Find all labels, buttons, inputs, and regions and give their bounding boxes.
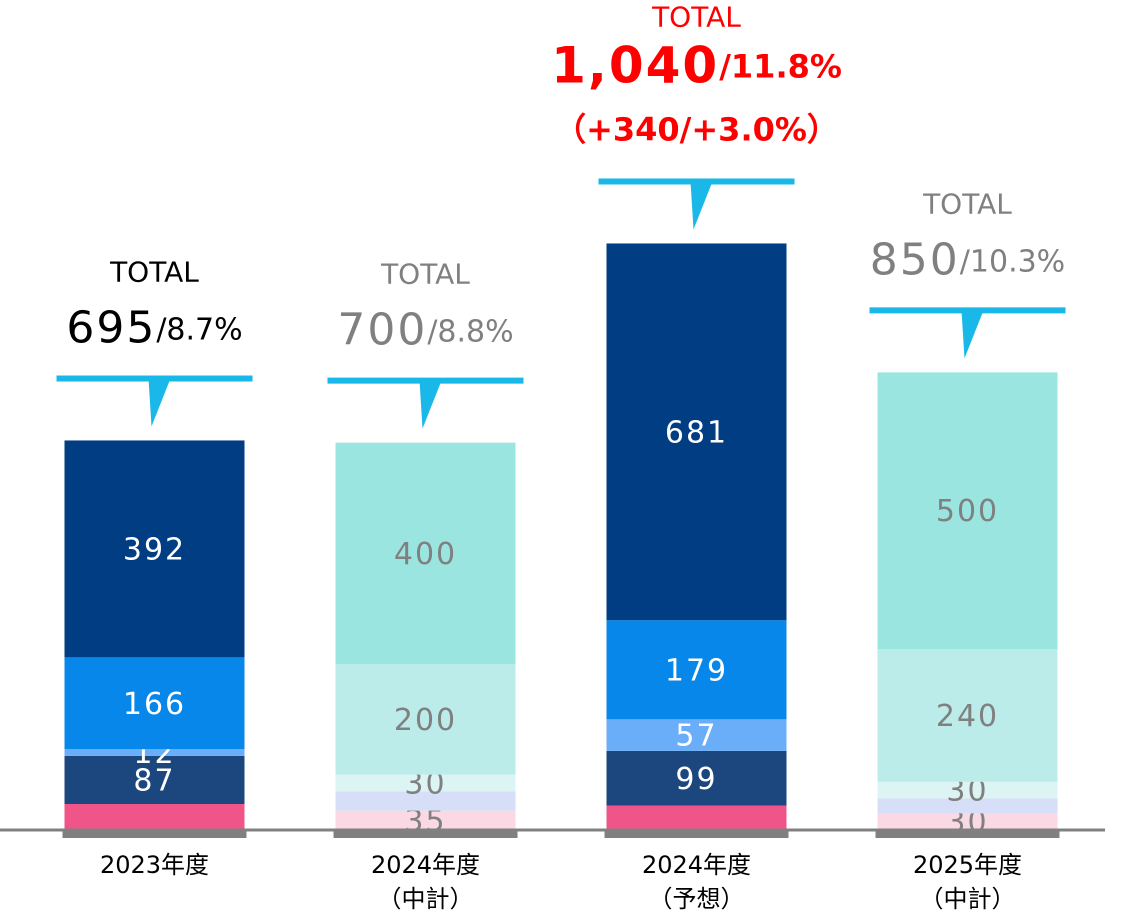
bar-segment	[64, 755, 245, 804]
bar-base	[604, 830, 789, 838]
bar-segment	[606, 805, 787, 830]
total-pct: /11.8%	[719, 47, 842, 85]
total-value: 695/8.7%	[66, 302, 242, 353]
x-tick-sublabel: （予想）	[649, 885, 745, 913]
x-tick-sublabel: （中計）	[920, 885, 1016, 913]
value-label: 87	[133, 763, 175, 798]
bar-segment	[64, 440, 245, 658]
x-tick-label: 2024年度	[371, 851, 480, 879]
bar-segment	[606, 719, 787, 751]
value-label: 681	[665, 415, 728, 450]
total-pct: /10.3%	[960, 244, 1065, 279]
bar-base	[333, 830, 518, 838]
value-label: 166	[123, 687, 186, 722]
callout-pointer	[148, 378, 171, 427]
bar-segment	[64, 749, 245, 756]
total-value: 700/8.8%	[337, 305, 513, 356]
value-label: 392	[123, 532, 186, 567]
total-label: TOTAL	[109, 255, 199, 288]
bar-segment	[606, 620, 787, 720]
total-number: 1,040	[551, 36, 719, 94]
bar-segment	[335, 664, 516, 775]
bar-segment	[606, 750, 787, 806]
total-label: TOTAL	[651, 0, 741, 33]
total-value: 850/10.3%	[870, 234, 1065, 285]
x-tick-label: 2025年度	[913, 851, 1022, 879]
value-label: 500	[936, 494, 999, 529]
x-tick-label: 2023年度	[100, 851, 209, 879]
bar-segment	[877, 649, 1058, 782]
total-number: 695	[66, 302, 156, 353]
total-number: 850	[870, 234, 960, 285]
bar-segment	[335, 774, 516, 792]
value-label: 400	[394, 537, 457, 572]
value-label: 240	[936, 699, 999, 734]
value-label: 99	[675, 762, 717, 797]
value-label: 200	[394, 703, 457, 738]
callout-pointer	[419, 380, 442, 429]
bar-segment	[64, 803, 245, 830]
bar-base	[62, 830, 247, 838]
bar-segment	[877, 798, 1058, 814]
bar-segment	[877, 781, 1058, 799]
bar-segment	[335, 810, 516, 830]
total-number: 700	[337, 305, 427, 356]
x-tick-label: 2024年度	[642, 851, 751, 879]
x-tick-sublabel: （中計）	[378, 885, 474, 913]
total-pct: /8.8%	[427, 314, 513, 349]
total-label: TOTAL	[380, 258, 470, 291]
bar-segment	[877, 372, 1058, 650]
total-label: TOTAL	[922, 187, 1012, 220]
total-value: 1,040/11.8%	[551, 36, 842, 94]
bar-segment	[335, 442, 516, 664]
bar-segment	[606, 243, 787, 621]
bar-base	[875, 830, 1060, 838]
callout-pointer	[690, 181, 713, 230]
bar-segment	[335, 791, 516, 811]
bar-segment	[64, 657, 245, 750]
value-label: 179	[665, 653, 728, 688]
total-pct: /8.7%	[156, 312, 242, 347]
bar-segment	[877, 813, 1058, 830]
callout-pointer	[961, 310, 984, 359]
value-label: 57	[675, 719, 717, 754]
total-change: （+340/+3.0%）	[554, 110, 839, 148]
